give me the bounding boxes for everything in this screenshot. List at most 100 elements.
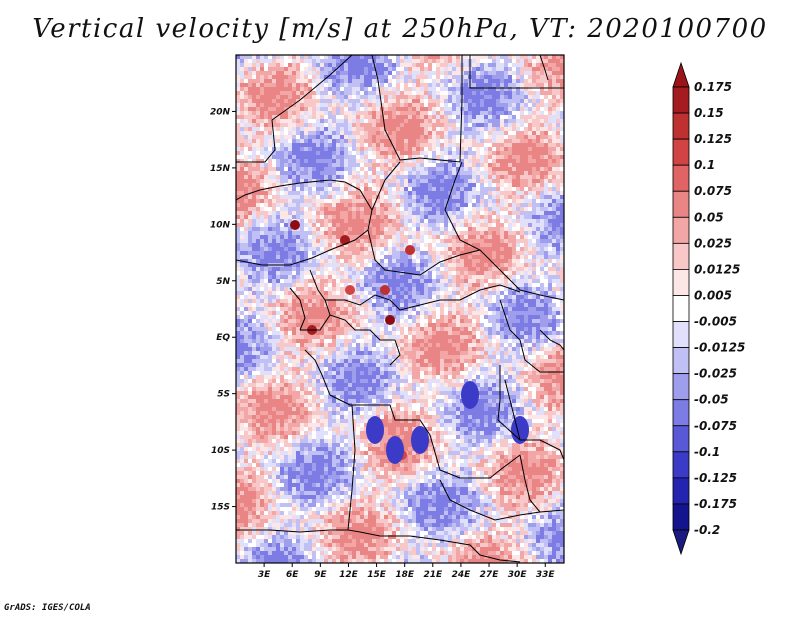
field-cell bbox=[356, 83, 360, 87]
field-cell bbox=[540, 71, 544, 75]
field-cell bbox=[276, 151, 280, 155]
field-cell bbox=[484, 147, 488, 151]
field-cell bbox=[376, 71, 380, 75]
field-cell bbox=[488, 59, 492, 63]
field-cell bbox=[452, 239, 456, 243]
field-cell bbox=[348, 255, 352, 259]
field-cell bbox=[440, 271, 444, 275]
field-cell bbox=[388, 263, 392, 267]
field-cell bbox=[252, 291, 256, 295]
field-cell bbox=[252, 135, 256, 139]
field-cell bbox=[560, 267, 564, 271]
field-cell bbox=[336, 167, 340, 171]
field-cell bbox=[308, 267, 312, 271]
field-cell bbox=[376, 163, 380, 167]
field-cell bbox=[460, 187, 464, 191]
field-cell bbox=[284, 107, 288, 111]
field-cell bbox=[256, 139, 260, 143]
field-cell bbox=[332, 55, 336, 59]
field-cell bbox=[512, 199, 516, 203]
field-cell bbox=[460, 183, 464, 187]
field-cell bbox=[548, 219, 552, 223]
field-cell bbox=[304, 111, 308, 115]
field-cell bbox=[412, 143, 416, 147]
field-cell bbox=[368, 255, 372, 259]
field-cell bbox=[260, 103, 264, 107]
field-cell bbox=[288, 179, 292, 183]
field-cell bbox=[300, 71, 304, 75]
field-cell bbox=[288, 99, 292, 103]
field-cell bbox=[332, 139, 336, 143]
field-cell bbox=[304, 207, 308, 211]
field-cell bbox=[364, 59, 368, 63]
field-cell bbox=[404, 183, 408, 187]
field-cell bbox=[272, 195, 276, 199]
field-cell bbox=[420, 223, 424, 227]
field-cell bbox=[304, 215, 308, 219]
field-cell bbox=[400, 83, 404, 87]
field-cell bbox=[460, 199, 464, 203]
field-cell bbox=[412, 75, 416, 79]
field-cell bbox=[400, 147, 404, 151]
field-cell bbox=[316, 119, 320, 123]
field-cell bbox=[268, 211, 272, 215]
field-cell bbox=[468, 87, 472, 91]
field-cell bbox=[344, 159, 348, 163]
field-cell bbox=[308, 135, 312, 139]
field-cell bbox=[284, 287, 288, 291]
field-cell bbox=[272, 183, 276, 187]
field-cell bbox=[544, 83, 548, 87]
field-cell bbox=[328, 115, 332, 119]
field-cell bbox=[360, 267, 364, 271]
field-cell bbox=[428, 247, 432, 251]
field-cell bbox=[260, 239, 264, 243]
field-cell bbox=[476, 239, 480, 243]
field-cell bbox=[404, 75, 408, 79]
field-cell bbox=[424, 99, 428, 103]
field-cell bbox=[472, 111, 476, 115]
field-cell bbox=[556, 115, 560, 119]
field-cell bbox=[376, 231, 380, 235]
field-cell bbox=[532, 59, 536, 63]
field-cell bbox=[416, 267, 420, 271]
field-cell bbox=[500, 167, 504, 171]
field-cell bbox=[320, 159, 324, 163]
field-cell bbox=[372, 239, 376, 243]
field-cell bbox=[320, 139, 324, 143]
field-cell bbox=[532, 75, 536, 79]
field-cell bbox=[280, 227, 284, 231]
field-cell bbox=[516, 187, 520, 191]
field-cell bbox=[300, 119, 304, 123]
field-cell bbox=[516, 111, 520, 115]
field-cell bbox=[452, 215, 456, 219]
field-cell bbox=[300, 211, 304, 215]
field-cell bbox=[404, 259, 408, 263]
field-cell bbox=[480, 131, 484, 135]
field-cell bbox=[392, 215, 396, 219]
field-cell bbox=[240, 171, 244, 175]
field-cell bbox=[420, 167, 424, 171]
field-cell bbox=[512, 55, 516, 59]
field-cell bbox=[512, 271, 516, 275]
field-cell bbox=[424, 199, 428, 203]
field-cell bbox=[476, 111, 480, 115]
field-cell bbox=[392, 203, 396, 207]
field-cell bbox=[328, 59, 332, 63]
field-cell bbox=[336, 67, 340, 71]
field-cell bbox=[484, 123, 488, 127]
field-cell bbox=[408, 155, 412, 159]
field-cell bbox=[468, 167, 472, 171]
field-cell bbox=[240, 199, 244, 203]
field-cell bbox=[404, 255, 408, 259]
field-cell bbox=[492, 267, 496, 271]
field-cell bbox=[340, 199, 344, 203]
field-cell bbox=[336, 155, 340, 159]
field-cell bbox=[284, 203, 288, 207]
field-cell bbox=[396, 123, 400, 127]
field-cell bbox=[264, 243, 268, 247]
field-cell bbox=[292, 87, 296, 91]
field-cell bbox=[448, 263, 452, 267]
field-cell bbox=[388, 111, 392, 115]
field-cell bbox=[284, 295, 288, 299]
field-cell bbox=[256, 263, 260, 267]
